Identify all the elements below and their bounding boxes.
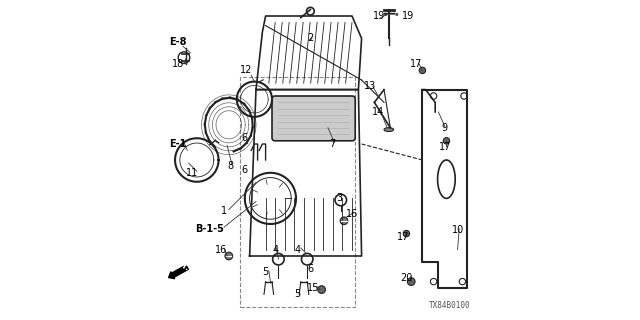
Text: TX84B0100: TX84B0100	[429, 301, 470, 310]
Text: 11: 11	[186, 168, 198, 178]
Text: 6: 6	[242, 164, 248, 175]
Text: 14: 14	[371, 107, 384, 117]
Text: 3: 3	[336, 193, 342, 204]
Text: 8: 8	[227, 161, 234, 172]
FancyBboxPatch shape	[272, 96, 355, 141]
Text: 16: 16	[346, 209, 358, 220]
Circle shape	[443, 138, 449, 144]
Circle shape	[225, 252, 233, 260]
Text: 9: 9	[442, 123, 448, 133]
Text: 2: 2	[307, 33, 314, 44]
Circle shape	[340, 217, 348, 225]
Text: 17: 17	[410, 59, 422, 69]
Text: 1: 1	[221, 206, 227, 216]
Text: E-8: E-8	[169, 36, 186, 47]
Text: B-1-5: B-1-5	[195, 224, 224, 234]
Text: 18: 18	[172, 59, 184, 69]
Circle shape	[403, 230, 410, 237]
Text: 5: 5	[262, 267, 269, 277]
Text: 4: 4	[272, 244, 278, 255]
Bar	[240, 77, 355, 307]
Text: 12: 12	[240, 65, 253, 76]
Circle shape	[396, 13, 399, 16]
Circle shape	[384, 13, 387, 16]
Text: 20: 20	[400, 273, 413, 284]
Text: E-1: E-1	[169, 139, 186, 149]
Circle shape	[419, 67, 426, 74]
Text: 13: 13	[364, 81, 376, 92]
Text: 17: 17	[438, 142, 451, 152]
Circle shape	[408, 278, 415, 285]
Text: 6: 6	[242, 132, 248, 143]
Text: 5: 5	[294, 289, 301, 300]
Text: 16: 16	[214, 244, 227, 255]
Circle shape	[318, 286, 326, 293]
Text: 4: 4	[294, 244, 301, 255]
Ellipse shape	[384, 128, 394, 132]
Text: 7: 7	[330, 139, 336, 149]
Text: 19: 19	[373, 11, 385, 21]
Text: 19: 19	[402, 11, 414, 21]
Text: 6: 6	[307, 264, 314, 274]
Text: Fr.: Fr.	[176, 260, 191, 273]
Text: 10: 10	[451, 225, 464, 236]
FancyArrow shape	[168, 265, 188, 279]
Text: 17: 17	[397, 232, 410, 242]
Text: 15: 15	[307, 283, 320, 293]
